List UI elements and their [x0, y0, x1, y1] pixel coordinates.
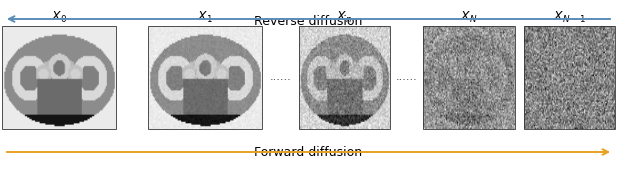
Bar — [2, 26, 116, 129]
Text: $X_0$: $X_0$ — [51, 10, 67, 25]
Text: $X_N$: $X_N$ — [460, 10, 477, 25]
Bar — [423, 26, 515, 129]
Text: ......: ...... — [269, 73, 291, 82]
Text: $X_n$: $X_n$ — [337, 10, 353, 25]
Bar — [148, 26, 262, 129]
Text: $X_1$: $X_1$ — [197, 10, 213, 25]
Text: $X_{N-1}$: $X_{N-1}$ — [553, 10, 586, 25]
Text: ......: ...... — [396, 73, 417, 82]
Bar — [299, 26, 390, 129]
Text: Reverse diffusion: Reverse diffusion — [254, 15, 363, 28]
Bar — [524, 26, 615, 129]
Text: Forward diffusion: Forward diffusion — [255, 145, 363, 159]
